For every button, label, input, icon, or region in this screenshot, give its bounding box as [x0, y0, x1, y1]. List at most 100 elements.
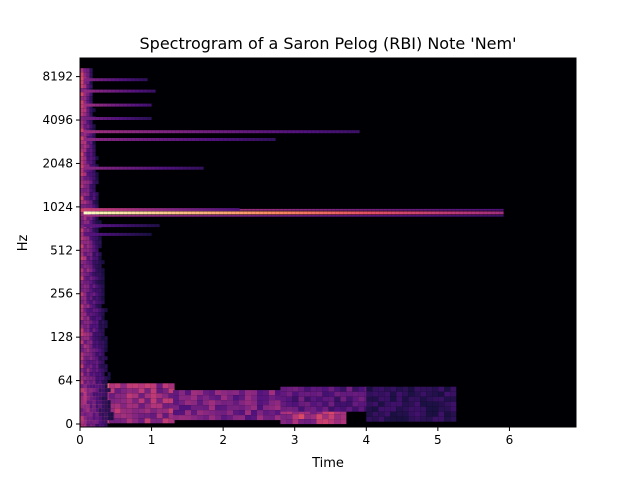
harmonic-line — [291, 208, 296, 211]
harmonic-line — [103, 117, 108, 120]
heatmap-cell — [89, 236, 93, 241]
heatmap-cell — [80, 92, 84, 97]
heatmap-cell — [83, 100, 87, 105]
harmonic-line — [323, 130, 328, 134]
harmonic-line — [127, 166, 132, 170]
harmonic-line — [123, 138, 128, 141]
heatmap-cell — [89, 416, 93, 421]
heatmap-cell — [89, 360, 93, 365]
harmonic-line — [151, 214, 156, 217]
harmonic-line — [427, 208, 432, 211]
y-axis-label: Hz — [16, 235, 31, 252]
heatmap-cell — [80, 392, 84, 397]
heatmap-cell — [80, 288, 84, 293]
heatmap-cell — [156, 413, 163, 419]
heatmap-cell — [98, 268, 102, 273]
heatmap-cell — [101, 268, 105, 273]
heatmap-cell — [86, 200, 90, 205]
heatmap-cell — [89, 204, 93, 209]
harmonic-line — [231, 214, 236, 217]
harmonic-line — [131, 138, 136, 141]
harmonic-line — [463, 214, 468, 217]
heatmap-cell — [89, 144, 93, 149]
harmonic-line — [91, 117, 96, 120]
heatmap-cell — [89, 176, 93, 181]
heatmap-cell — [162, 408, 169, 414]
chart-title: Spectrogram of a Saron Pelog (RBI) Note … — [140, 34, 517, 53]
heatmap-cell — [80, 80, 84, 85]
harmonic-line — [259, 130, 264, 134]
heatmap-cell — [98, 308, 102, 313]
heatmap-cell — [83, 296, 87, 301]
harmonic-line — [475, 214, 480, 217]
heatmap-cell — [372, 406, 379, 412]
heatmap-cell — [132, 408, 139, 414]
harmonic-line — [239, 138, 244, 141]
harmonic-line — [167, 214, 172, 217]
heatmap-cell — [221, 405, 227, 411]
harmonic-line — [119, 214, 124, 217]
heatmap-cell — [95, 424, 99, 427]
harmonic-line — [107, 103, 112, 107]
heatmap-cell — [80, 216, 84, 221]
harmonic-line — [111, 208, 116, 212]
heatmap-cell — [104, 348, 108, 353]
harmonic-line — [423, 214, 428, 217]
heatmap-cell — [83, 248, 87, 253]
heatmap-cell — [126, 408, 133, 414]
harmonic-line — [143, 117, 148, 120]
harmonic-line — [283, 130, 288, 134]
heatmap-cell — [98, 360, 102, 365]
heatmap-cell — [86, 108, 90, 113]
heatmap-cell — [83, 196, 87, 201]
heatmap-cell — [402, 386, 409, 392]
heatmap-cell — [150, 403, 157, 409]
heatmap-cell — [83, 268, 87, 273]
harmonic-line — [231, 211, 236, 215]
heatmap-cell — [92, 168, 96, 173]
harmonic-line — [331, 214, 336, 217]
heatmap-cell — [408, 406, 415, 412]
harmonic-line — [99, 214, 104, 217]
harmonic-line — [83, 214, 88, 217]
heatmap-cell — [107, 372, 111, 377]
heatmap-cell — [292, 401, 299, 407]
harmonic-line — [147, 103, 152, 107]
harmonic-line — [307, 211, 312, 215]
heatmap-cell — [86, 220, 90, 225]
heatmap-cell — [120, 403, 127, 409]
heatmap-cell — [426, 396, 433, 402]
heatmap-cell — [168, 408, 175, 414]
harmonic-line — [243, 211, 248, 215]
heatmap-cell — [80, 168, 84, 173]
harmonic-line — [283, 214, 288, 217]
heatmap-cell — [346, 386, 353, 392]
heatmap-cell — [83, 172, 87, 177]
harmonic-line — [123, 211, 128, 215]
harmonic-line — [379, 211, 384, 215]
heatmap-cell — [280, 391, 287, 397]
heatmap-cell — [95, 284, 99, 289]
heatmap-cell — [98, 296, 102, 301]
heatmap-cell — [95, 180, 99, 185]
heatmap-cell — [104, 308, 108, 313]
harmonic-line — [163, 208, 168, 212]
harmonic-line — [415, 214, 420, 217]
heatmap-cell — [83, 300, 87, 305]
heatmap-cell — [107, 404, 111, 409]
harmonic-line — [351, 208, 356, 211]
harmonic-line — [119, 211, 124, 215]
harmonic-line — [131, 224, 136, 228]
heatmap-cell — [95, 156, 99, 161]
heatmap-cell — [286, 401, 293, 407]
harmonic-line — [495, 214, 500, 217]
heatmap-cell — [95, 308, 99, 313]
harmonic-line — [135, 214, 140, 217]
heatmap-cell — [444, 386, 451, 392]
harmonic-line — [479, 214, 484, 217]
harmonic-line — [195, 130, 200, 134]
heatmap-cell — [269, 390, 275, 396]
harmonic-line — [199, 130, 204, 134]
heatmap-cell — [83, 356, 87, 361]
